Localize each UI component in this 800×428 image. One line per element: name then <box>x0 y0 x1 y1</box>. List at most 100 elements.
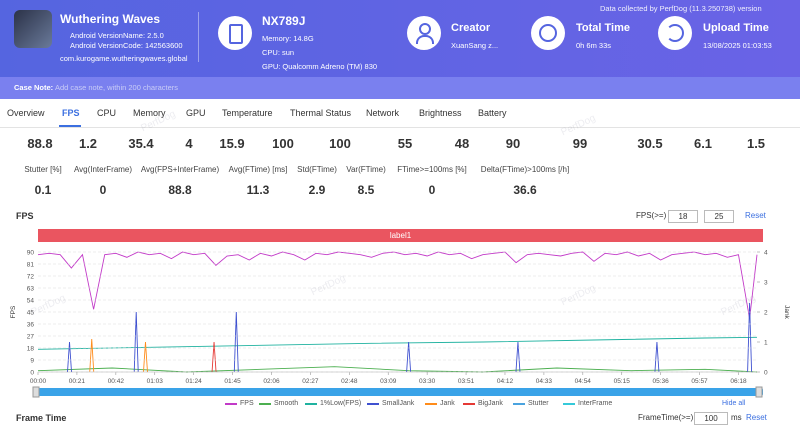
fps-threshold-input[interactable]: 18 <box>668 210 698 223</box>
x-tick-label: 00:21 <box>69 378 86 385</box>
jank-spike <box>747 302 753 373</box>
frame-time-threshold-label: FrameTime(>=) <box>638 413 694 422</box>
reset-button[interactable]: Reset <box>746 413 767 422</box>
legend-label: InterFrame <box>578 400 613 407</box>
legend-label: Stutter <box>528 400 549 407</box>
metric-value: 11.3 <box>246 183 270 197</box>
jank-spike <box>654 341 660 373</box>
metric-value: 6.1 <box>693 136 713 151</box>
metric-label: Delta(FTime)>100ms [/h] <box>480 165 570 174</box>
upload-icon <box>658 16 692 50</box>
reset-button[interactable]: Reset <box>745 211 766 220</box>
creator-value: XuanSang z... <box>451 41 499 50</box>
metric-value: 15.9 <box>219 136 245 151</box>
device-icon <box>218 16 252 50</box>
cpu: CPU: sun <box>262 48 295 57</box>
fps-threshold-input[interactable]: 25 <box>704 210 734 223</box>
y-tick-label: 36 <box>27 322 35 329</box>
tab[interactable]: Brightness <box>419 108 462 118</box>
x-tick-label: 04:33 <box>536 378 553 385</box>
legend-swatch <box>425 402 437 405</box>
tab[interactable]: Battery <box>478 108 507 118</box>
y2-axis-label: Jank <box>783 305 790 319</box>
series-line <box>37 366 758 373</box>
y-tick-label: 9 <box>30 358 34 365</box>
metric-value: 36.6 <box>513 183 537 197</box>
series-line <box>37 336 758 350</box>
scroll-handle[interactable] <box>32 386 40 398</box>
jank-spike <box>143 341 148 373</box>
tab[interactable]: Memory <box>133 108 166 118</box>
tab-border <box>0 127 800 128</box>
tab[interactable]: GPU <box>186 108 206 118</box>
creator-label: Creator <box>451 22 491 34</box>
tab[interactable]: FPS <box>62 108 80 118</box>
x-tick-label: 00:00 <box>30 378 47 385</box>
label-band: label1 <box>38 229 763 242</box>
legend-label: BigJank <box>478 400 503 407</box>
y2-tick-label: 3 <box>764 280 768 287</box>
metric-value: 4 <box>185 136 193 151</box>
metric-value: 90 <box>505 136 521 151</box>
frame-time-unit: ms <box>731 413 742 422</box>
tab[interactable]: Thermal Status <box>290 108 352 118</box>
legend-item[interactable]: Smooth <box>259 400 298 407</box>
jank-spike <box>406 341 412 373</box>
legend-swatch <box>463 402 475 405</box>
y2-tick-label: 2 <box>764 310 768 317</box>
legend-item[interactable]: Stutter <box>513 400 549 407</box>
y-tick-label: 18 <box>27 346 35 353</box>
legend-swatch <box>367 402 379 405</box>
frame-time-input[interactable]: 100 <box>694 412 728 425</box>
collected-note: Data collected by PerfDog (11.3.250738) … <box>600 4 762 13</box>
scroll-handle[interactable] <box>755 386 763 398</box>
hide-all[interactable]: Hide all <box>722 400 746 407</box>
x-tick-label: 01:45 <box>224 378 241 385</box>
x-tick-label: 05:57 <box>691 378 708 385</box>
legend-swatch <box>259 402 271 405</box>
x-tick-label: 01:03 <box>147 378 164 385</box>
x-tick-label: 03:09 <box>380 378 397 385</box>
legend-swatch <box>513 402 525 405</box>
case-note-bar: Case Note: Add case note, within 200 cha… <box>0 77 800 99</box>
tab[interactable]: Overview <box>7 108 45 118</box>
x-tick-label: 04:54 <box>575 378 592 385</box>
metric-value: 0 <box>99 183 107 197</box>
series-line <box>37 251 758 319</box>
metric-value: 99 <box>572 136 588 151</box>
legend-item[interactable]: SmallJank <box>367 400 414 407</box>
y2-tick-label: 0 <box>764 370 768 377</box>
legend-label: FPS <box>240 400 254 407</box>
tab[interactable]: CPU <box>97 108 117 118</box>
metric-value: 8.5 <box>357 183 375 197</box>
metric-label: Avg(FPS+InterFrame) <box>140 165 220 174</box>
divider <box>198 12 199 62</box>
app-icon <box>14 10 52 48</box>
tab[interactable]: Temperature <box>222 108 273 118</box>
legend-item[interactable]: BigJank <box>463 400 503 407</box>
jank-spike <box>515 341 521 373</box>
device-name: NX789J <box>262 14 306 28</box>
scrollbar[interactable] <box>38 388 763 396</box>
legend-item[interactable]: InterFrame <box>563 400 612 407</box>
metric-label: FTime>=100ms [%] <box>397 165 467 174</box>
y-tick-label: 54 <box>27 298 35 305</box>
package: com.kurogame.wutheringwaves.global <box>60 54 188 63</box>
metric-value: 2.9 <box>308 183 326 197</box>
jank-spike <box>211 341 217 373</box>
legend-item[interactable]: FPS <box>225 400 254 407</box>
tab[interactable]: Network <box>366 108 400 118</box>
version-code: Android VersionCode: 142563600 <box>70 41 183 50</box>
y2-tick-label: 4 <box>764 250 768 257</box>
fps-chart: Jank FPS 06:18 05:57 05:36 05:15 04:54 04:33 04:… <box>10 250 790 398</box>
gpu: GPU: Qualcomm Adreno (TM) 830 <box>262 62 378 71</box>
metric-value: 1.2 <box>78 136 98 151</box>
legend-item[interactable]: Jank <box>425 400 455 407</box>
case-note-input[interactable]: Add case note, within 200 characters <box>55 83 178 92</box>
legend-item[interactable]: 1%Low(FPS) <box>305 400 361 407</box>
metric-value: 30.5 <box>637 136 663 151</box>
tab-underline <box>59 125 81 127</box>
fps-title: FPS <box>16 211 34 221</box>
creator-icon <box>407 16 441 50</box>
